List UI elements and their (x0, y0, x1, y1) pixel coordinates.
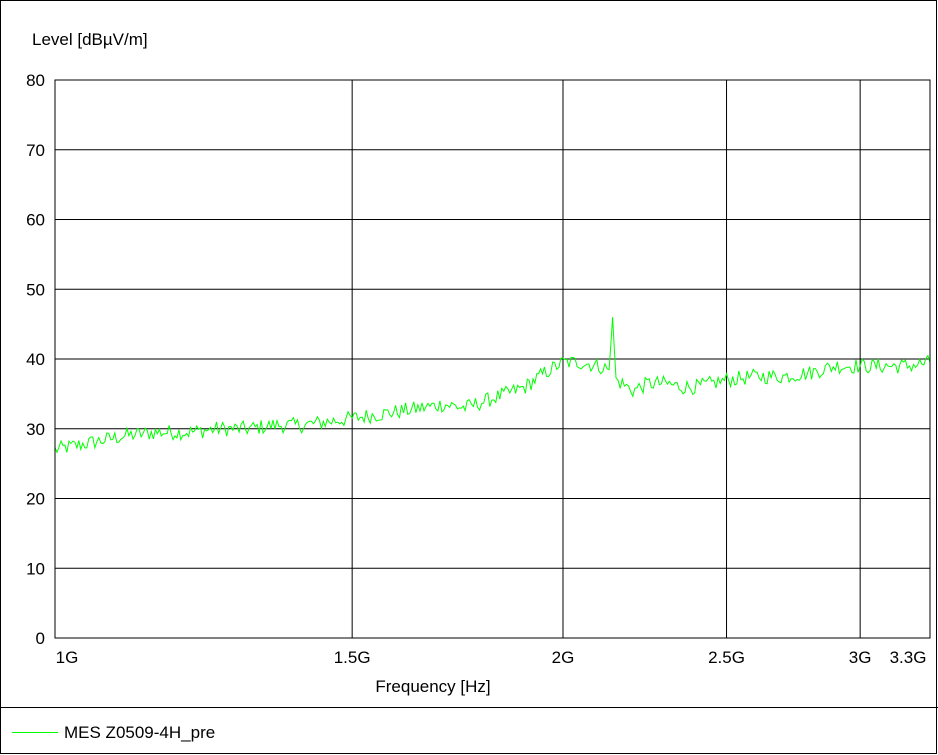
x-axis-label: Frequency [Hz] (375, 677, 491, 696)
y-tick-label: 30 (26, 420, 45, 439)
x-tick-label: 3.3G (890, 648, 927, 667)
x-tick-label: 1.5G (334, 648, 371, 667)
legend-divider (0, 707, 938, 708)
legend-label: MES Z0509-4H_pre (64, 723, 216, 742)
y-tick-label: 80 (26, 71, 45, 90)
plot-border (54, 79, 931, 639)
plot-area: 0 10 20 30 40 50 60 70 80 1G 1.5G 2G 2.5G 3G 3.3G (26, 71, 931, 667)
y-tick-label: 0 (36, 629, 45, 648)
y-tick-label: 10 (26, 559, 45, 578)
y-tick-label: 20 (26, 490, 45, 509)
y-axis-label: Level [dBµV/m] (32, 30, 148, 49)
x-tick-label: 2.5G (708, 648, 745, 667)
x-tick-label: 2G (552, 648, 575, 667)
series-line (54, 317, 931, 454)
y-tick-label: 70 (26, 141, 45, 160)
x-tick-label: 1G (56, 648, 79, 667)
y-tick-label: 40 (26, 350, 45, 369)
x-tick-label: 3G (849, 648, 872, 667)
legend-line-swatch (12, 732, 58, 733)
y-tick-label: 50 (26, 280, 45, 299)
y-tick-label: 60 (26, 211, 45, 230)
